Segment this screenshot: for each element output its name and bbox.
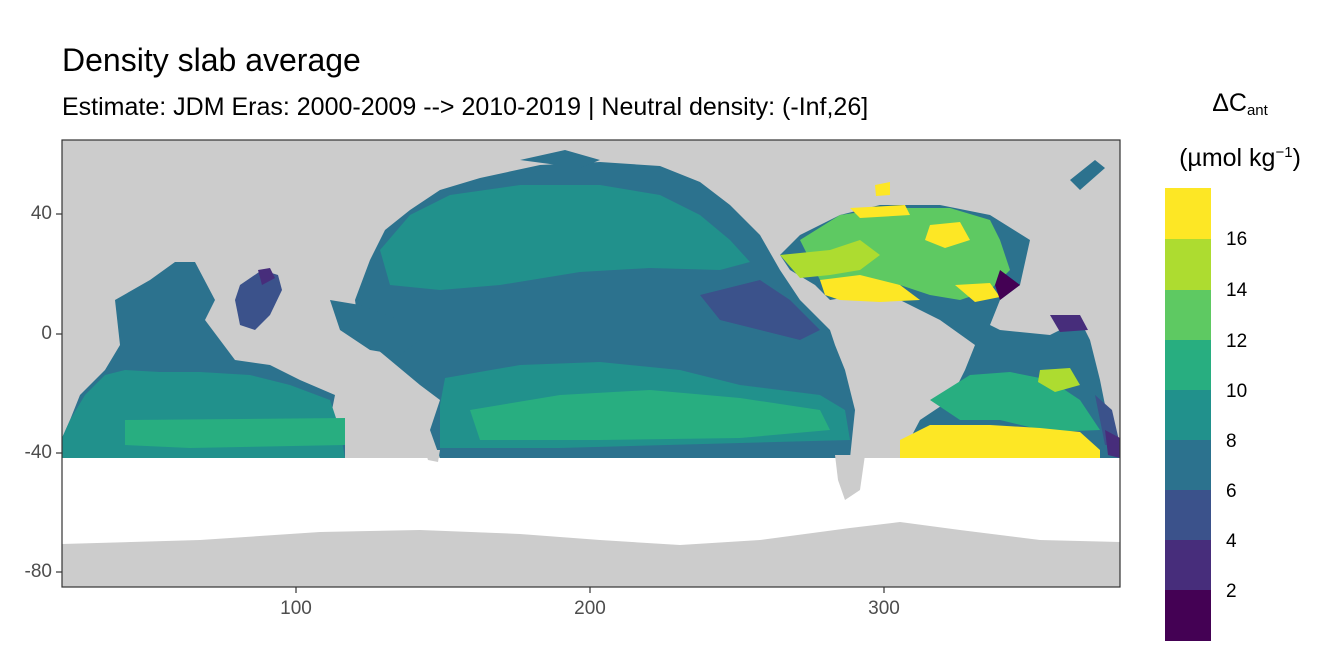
- legend-title-main: ΔC: [1212, 89, 1247, 117]
- canary-upwelling: [995, 270, 1020, 300]
- legend-swatch-8: [1165, 239, 1211, 290]
- plot-subtitle: Estimate: JDM Eras: 2000-2009 --> 2010-2…: [62, 93, 869, 121]
- x-tick-label-100: 100: [280, 598, 312, 619]
- legend-label-14: 14: [1226, 280, 1248, 301]
- legend-swatch-9: [1165, 188, 1211, 239]
- eastern-tropical-pacific: [700, 280, 820, 340]
- plot-title: Density slab average: [62, 42, 361, 78]
- tasmania: [425, 450, 440, 462]
- y-tick-label-40: 40: [30, 203, 52, 224]
- x-tick-label-200: 200: [574, 598, 606, 619]
- legend-title-unit: (µmol kg: [1179, 144, 1276, 172]
- bay-of-bengal: [235, 270, 282, 330]
- legend-swatch-1: [1165, 590, 1211, 641]
- benguela-upwelling-core: [1105, 430, 1120, 458]
- y-tick-label-0: 0: [41, 323, 52, 344]
- legend-colorbar: [1165, 188, 1211, 641]
- legend-title-close: ): [1292, 144, 1301, 172]
- legend-label-6: 6: [1226, 481, 1237, 502]
- panel-border: [61, 139, 1121, 588]
- south-america-tip: [835, 455, 865, 500]
- legend-label-8: 8: [1226, 431, 1237, 452]
- bering-sea: [520, 150, 600, 168]
- legend-label-10: 10: [1226, 381, 1248, 402]
- legend-label-16: 16: [1226, 229, 1248, 250]
- south-pacific-gyre: [470, 390, 830, 440]
- subtropical-atlantic-hotspot: [955, 283, 1000, 302]
- legend-title-line2: (µmol kg−1): [1160, 138, 1320, 173]
- south-atlantic-hotspot: [1038, 368, 1080, 392]
- north-atlantic-hotspot: [925, 222, 970, 248]
- legend-swatch-7: [1165, 290, 1211, 340]
- y-tick-label--80: -80: [24, 561, 52, 582]
- x-tick-label-300: 300: [868, 598, 900, 619]
- legend-swatch-2: [1165, 540, 1211, 590]
- north-pacific-gyre: [380, 185, 750, 290]
- y-tick-label--40: -40: [24, 442, 52, 463]
- legend-title-subscript: ant: [1246, 102, 1268, 119]
- legend-title-line1: ΔCant: [1160, 88, 1320, 126]
- legend-swatch-3: [1165, 490, 1211, 540]
- nordic-seas: [1070, 160, 1105, 190]
- benguela-upwelling: [1095, 395, 1120, 445]
- legend-title-exponent: −1: [1275, 144, 1293, 161]
- bay-of-bengal-head: [258, 268, 275, 285]
- legend-swatch-6: [1165, 340, 1211, 390]
- south-atlantic-40s-band: [900, 425, 1100, 458]
- legend-swatch-4: [1165, 440, 1211, 490]
- labrador-band: [850, 205, 910, 218]
- axis-ticks: [56, 213, 885, 593]
- legend-label-4: 4: [1226, 531, 1237, 552]
- arabian-sea: [175, 262, 215, 320]
- legend-swatch-5: [1165, 390, 1211, 440]
- guinea-upwelling: [1050, 315, 1088, 332]
- antarctica: [62, 522, 1120, 587]
- gulf-stream-band: [780, 240, 880, 278]
- legend-label-2: 2: [1226, 581, 1237, 602]
- sargasso-sea: [820, 275, 920, 302]
- indian-ocean-south: [125, 418, 345, 448]
- indonesian-seas: [330, 300, 420, 355]
- labrador-patch: [875, 182, 890, 196]
- legend-label-12: 12: [1226, 331, 1248, 352]
